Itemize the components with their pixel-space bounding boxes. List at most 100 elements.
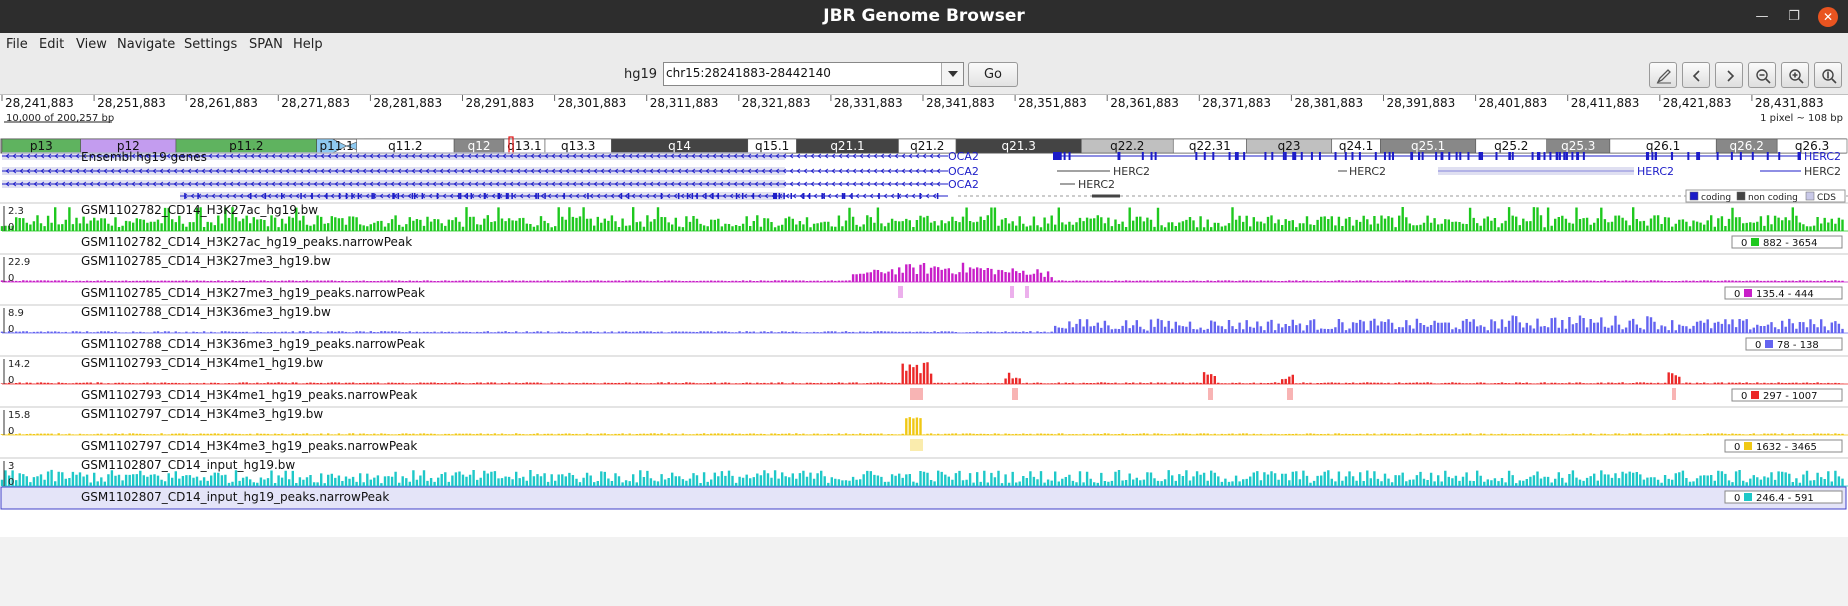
gene-strand-arrow: [145, 181, 150, 187]
gene-strand-arrow: [726, 153, 731, 159]
gene-strand-arrow: [530, 168, 535, 174]
gene-label: HERC2: [1078, 178, 1115, 191]
gene-strand-arrow: [656, 153, 661, 159]
gene-strand-arrow: [362, 181, 367, 187]
gene-exon: [1234, 152, 1237, 160]
genome-panel[interactable]: 28,241,883 28,251,883 28,261,883 28,271,883…: [0, 94, 1848, 606]
gene-strand-arrow: [862, 193, 867, 199]
gene-exon: [507, 193, 509, 199]
peaks-color-swatch: [1744, 289, 1752, 297]
ruler-scale-text: 1 pixel ~ 108 bp: [1760, 113, 1843, 124]
gene-exon: [1766, 152, 1769, 160]
gene-strand-arrow: [288, 193, 293, 199]
gene-strand-arrow: [313, 168, 318, 174]
ruler-tick-label: 28,251,883: [97, 96, 166, 110]
gene-exon: [1411, 152, 1414, 160]
gene-strand-arrow: [5, 181, 10, 187]
edit-button[interactable]: [1649, 62, 1677, 88]
gene-strand-arrow: [327, 181, 332, 187]
gene-strand-arrow: [631, 193, 636, 199]
menu-navigate[interactable]: Navigate: [117, 37, 176, 52]
gene-strand-arrow: [691, 168, 696, 174]
track-name: GSM1102785_CD14_H3K27me3_hg19.bw: [81, 254, 331, 268]
menu-edit[interactable]: Edit: [39, 37, 65, 52]
gene-strand-arrow: [915, 181, 920, 187]
gene-strand-arrow: [869, 193, 874, 199]
gene-strand-arrow: [670, 168, 675, 174]
gene-exon: [1421, 152, 1424, 160]
ideogram-band-label: q22.2: [1110, 139, 1144, 153]
gene-strand-arrow: [824, 153, 829, 159]
gene-strand-arrow: [222, 181, 227, 187]
gene-exon: [397, 193, 400, 199]
gene-strand-arrow: [183, 193, 188, 199]
close-icon[interactable]: ✕: [1818, 7, 1838, 27]
gene-exon: [411, 193, 414, 199]
menu-settings[interactable]: Settings: [184, 37, 238, 52]
gene-exon: [1118, 152, 1121, 160]
gene-strand-arrow: [936, 181, 941, 187]
locus-input[interactable]: [666, 66, 936, 80]
back-button[interactable]: [1682, 62, 1710, 88]
gene-exon: [1698, 152, 1701, 160]
minimize-icon[interactable]: —: [1755, 9, 1769, 24]
fit-button[interactable]: [1814, 62, 1842, 88]
gene-strand-arrow: [488, 181, 493, 187]
gene-strand-arrow: [894, 181, 899, 187]
menu-file[interactable]: File: [6, 37, 28, 52]
gene-strand-arrow: [607, 153, 612, 159]
signal-bars: [0, 262, 1844, 282]
gene-strand-arrow: [523, 153, 528, 159]
locus-dropdown-button[interactable]: [941, 63, 963, 85]
gene-strand-arrow: [404, 153, 409, 159]
locus-combobox[interactable]: [663, 62, 964, 86]
gene-exon: [821, 193, 823, 199]
go-button[interactable]: Go: [968, 62, 1018, 87]
gene-exon: [1351, 152, 1354, 160]
menu-help[interactable]: Help: [293, 37, 323, 52]
gene-strand-arrow: [453, 153, 458, 159]
menu-span[interactable]: SPAN: [249, 37, 283, 52]
gene-strand-arrow: [691, 153, 696, 159]
gene-strand-arrow: [460, 181, 465, 187]
gene-exon: [197, 193, 199, 199]
gene-strand-arrow: [932, 193, 937, 199]
gene-strand-arrow: [12, 181, 17, 187]
peaks-range-label: 882 - 3654: [1763, 238, 1818, 249]
gene-strand-arrow: [775, 153, 780, 159]
gene-strand-arrow: [467, 168, 472, 174]
menu-view[interactable]: View: [76, 37, 107, 52]
gene-strand-arrow: [362, 168, 367, 174]
gene-strand-arrow: [925, 193, 930, 199]
gene-strand-arrow: [775, 168, 780, 174]
gene-strand-arrow: [579, 168, 584, 174]
maximize-icon[interactable]: ❐: [1788, 9, 1800, 24]
gene-strand-arrow: [516, 181, 521, 187]
zoom-in-button[interactable]: [1781, 62, 1809, 88]
gene-strand-arrow: [761, 168, 766, 174]
tracks-canvas[interactable]: 28,241,883 28,251,883 28,261,883 28,271,883…: [0, 95, 1848, 537]
gene-strand-arrow: [369, 153, 374, 159]
gene-exon: [696, 193, 698, 199]
gene-exon: [1344, 152, 1347, 160]
gene-strand-arrow: [236, 153, 241, 159]
gene-exon: [1383, 152, 1386, 160]
gene-strand-arrow: [5, 153, 10, 159]
fit-icon: [1822, 69, 1837, 84]
gene-strand-arrow: [110, 153, 115, 159]
gene-strand-arrow: [407, 193, 412, 199]
gene-exon: [498, 193, 501, 199]
gene-strand-arrow: [838, 153, 843, 159]
gene-strand-arrow: [880, 181, 885, 187]
gene-strand-arrow: [929, 153, 934, 159]
gene-strand-arrow: [334, 181, 339, 187]
forward-button[interactable]: [1715, 62, 1743, 88]
gene-cds-band: [1438, 167, 1634, 175]
zoom-out-button[interactable]: [1748, 62, 1776, 88]
gene-strand-arrow: [316, 193, 321, 199]
gene-strand-arrow: [537, 168, 542, 174]
track-max-label: 8.9: [8, 308, 24, 319]
gene-strand-arrow: [131, 153, 136, 159]
gene-strand-arrow: [180, 153, 185, 159]
gene-strand-arrow: [40, 168, 45, 174]
